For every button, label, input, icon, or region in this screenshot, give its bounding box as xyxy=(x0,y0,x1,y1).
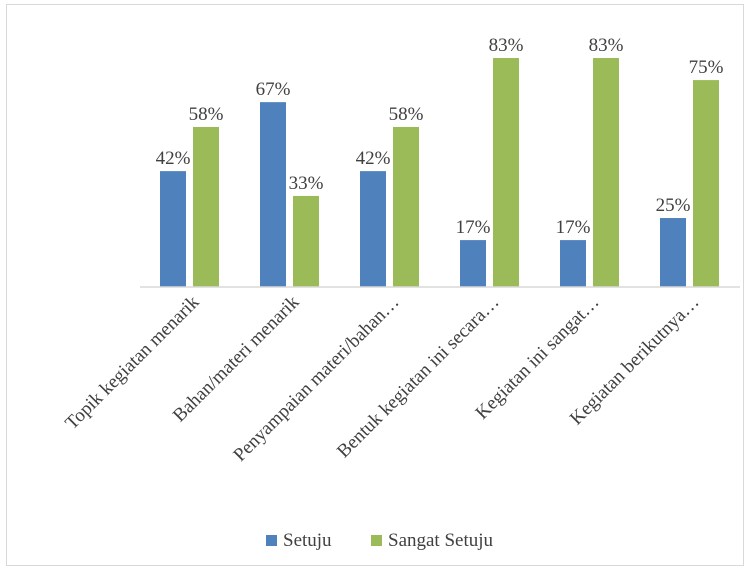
data-label-setuju-5: 17% xyxy=(556,217,591,238)
category-label-3: Penyampaian materi/bahan… xyxy=(229,292,403,466)
data-label-setuju-6: 25% xyxy=(656,195,691,216)
bar-setuju-4 xyxy=(460,240,486,287)
data-label-sangat-setuju-5: 83% xyxy=(589,35,624,56)
data-label-setuju-4: 17% xyxy=(456,217,491,238)
bar-sangat-setuju-1 xyxy=(193,126,219,287)
data-label-sangat-setuju-3: 58% xyxy=(389,104,424,125)
bar-sangat-setuju-6 xyxy=(693,80,719,287)
data-label-sangat-setuju-6: 75% xyxy=(689,57,724,78)
bar-setuju-2 xyxy=(260,102,286,287)
bar-sangat-setuju-3 xyxy=(393,126,419,287)
bars-group xyxy=(160,58,719,287)
value-labels-group: 42% 58% 67% 33% 42% 58% 17% 83% 17% 83% 25% 75% xyxy=(156,35,724,238)
legend-label-setuju: Setuju xyxy=(283,530,332,551)
data-label-setuju-1: 42% xyxy=(156,148,191,169)
bar-sangat-setuju-4 xyxy=(493,58,519,287)
data-label-sangat-setuju-2: 33% xyxy=(289,173,324,194)
data-label-sangat-setuju-1: 58% xyxy=(189,104,224,125)
bar-setuju-1 xyxy=(160,171,186,287)
bar-sangat-setuju-2 xyxy=(293,195,319,287)
legend: Setuju Sangat Setuju xyxy=(266,530,494,551)
category-label-4: Bentuk kegiatan ini secara… xyxy=(333,292,503,462)
data-label-setuju-3: 42% xyxy=(356,148,391,169)
bar-setuju-5 xyxy=(560,240,586,287)
legend-swatch-setuju xyxy=(266,535,277,546)
bar-setuju-6 xyxy=(660,218,686,287)
bar-setuju-3 xyxy=(360,171,386,287)
data-label-sangat-setuju-4: 83% xyxy=(489,35,524,56)
legend-label-sangat-setuju: Sangat Setuju xyxy=(388,530,494,551)
legend-swatch-sangat-setuju xyxy=(371,535,382,546)
bar-sangat-setuju-5 xyxy=(593,58,619,287)
data-label-setuju-2: 67% xyxy=(256,79,291,100)
